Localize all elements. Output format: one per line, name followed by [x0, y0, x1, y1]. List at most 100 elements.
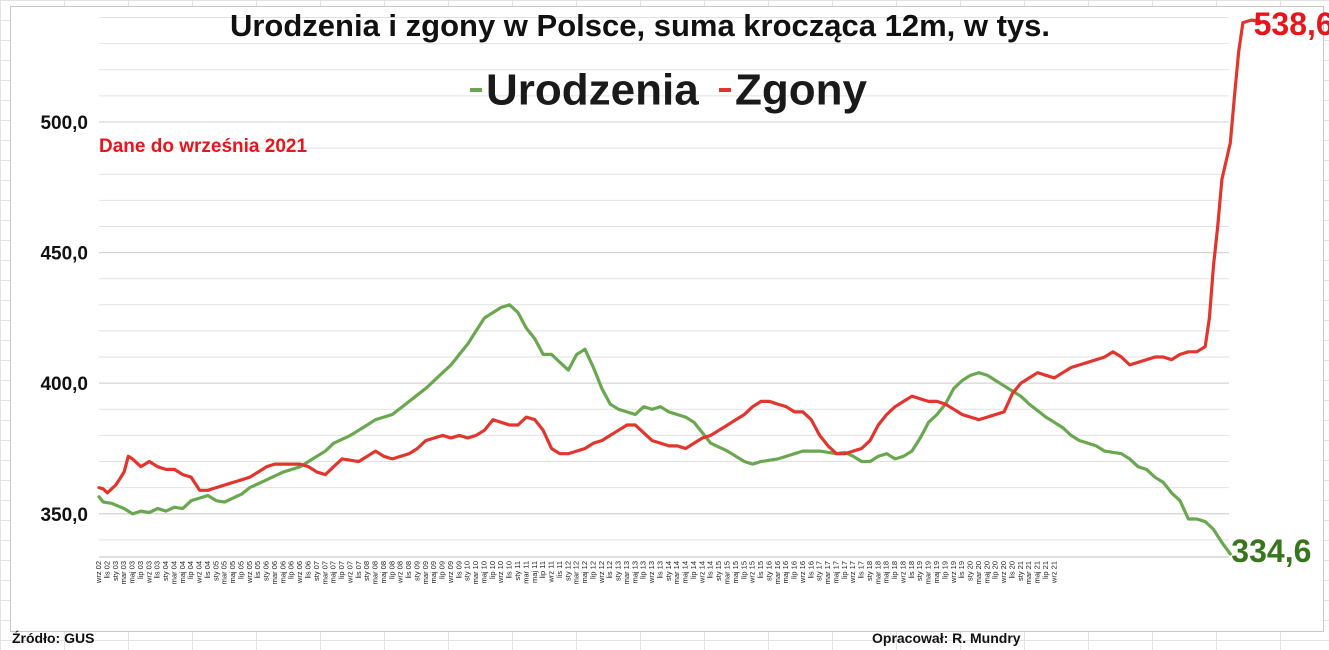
x-tick-label: mar 18 — [873, 561, 882, 584]
x-tick-label: maj 18 — [882, 561, 891, 584]
x-tick-label: mar 20 — [974, 561, 983, 584]
x-tick-label: sty 10 — [463, 561, 472, 581]
x-tick-label: maj 10 — [479, 561, 488, 584]
x-tick-label: lip 16 — [790, 561, 799, 579]
x-tick-label: wrz 09 — [446, 561, 455, 584]
x-tick-label: lip 10 — [488, 561, 497, 579]
end-value-label-zgony: 538,6 — [1254, 6, 1329, 42]
x-tick-label: wrz 15 — [748, 561, 757, 584]
x-tick-label: mar 07 — [320, 561, 329, 584]
x-tick-label: wrz 12 — [597, 561, 606, 584]
x-tick-label: wrz 02 — [94, 561, 103, 584]
x-tick-label: lis 19 — [957, 561, 966, 579]
x-tick-label: lis 15 — [756, 561, 765, 579]
x-tick-label: mar 14 — [672, 561, 681, 584]
x-tick-label: mar 06 — [270, 561, 279, 584]
x-tick-label: lip 14 — [689, 561, 698, 579]
chart-title: Urodzenia i zgony w Polsce, suma krocząc… — [229, 8, 1051, 43]
chart-frame[interactable] — [10, 6, 1324, 632]
x-tick-label: mar 05 — [220, 561, 229, 584]
x-tick-label: lis 02 — [102, 561, 111, 579]
x-tick-label: lip 12 — [588, 561, 597, 579]
x-tick-label: sty 17 — [815, 561, 824, 581]
x-tick-label: sty 05 — [211, 561, 220, 581]
series-line-urodzenia — [97, 303, 1232, 556]
x-tick-label: sty 16 — [764, 561, 773, 581]
x-tick-label: mar 03 — [119, 561, 128, 584]
x-tick-label: sty 06 — [262, 561, 271, 581]
x-tick-label: lip 04 — [186, 561, 195, 579]
x-tick-label: wrz 13 — [647, 561, 656, 584]
x-tick-label: maj 08 — [379, 561, 388, 584]
end-value-label-urodzenia: 334,6 — [1231, 533, 1311, 569]
x-tick-label: lip 18 — [890, 561, 899, 579]
series-line-zgony — [97, 18, 1262, 495]
legend-label-urodzenia: Urodzenia — [486, 65, 699, 115]
x-tick-label: lis 08 — [404, 561, 413, 579]
x-tick-label: lis 16 — [806, 561, 815, 579]
x-tick-label: sty 21 — [1016, 561, 1025, 581]
x-tick-label: lis 12 — [605, 561, 614, 579]
x-tick-label: lip 09 — [438, 561, 447, 579]
y-tick-label: 350,0 — [40, 505, 88, 526]
x-tick-label: lis 06 — [304, 561, 313, 579]
x-tick-label: mar 15 — [723, 561, 732, 584]
x-tick-label: wrz 03 — [144, 561, 153, 584]
x-tick-label: mar 16 — [773, 561, 782, 584]
x-tick-label: maj 05 — [228, 561, 237, 584]
x-tick-label: maj 20 — [982, 561, 991, 584]
legend-swatch-urodzenia — [470, 88, 483, 93]
x-tick-label: lis 07 — [354, 561, 363, 579]
x-tick-label: lis 11 — [555, 561, 564, 578]
x-tick-label: maj 06 — [278, 561, 287, 584]
y-tick-label: 400,0 — [40, 374, 88, 395]
x-tick-label: wrz 17 — [848, 561, 857, 584]
x-tick-label: sty 08 — [362, 561, 371, 581]
x-tick-label: wrz 20 — [999, 561, 1008, 584]
x-tick-label: maj 21 — [1033, 561, 1042, 584]
legend-swatch-zgony — [718, 88, 731, 93]
x-tick-label: wrz 11 — [547, 561, 556, 584]
x-tick-label: sty 18 — [865, 561, 874, 581]
x-tick-label: maj 09 — [429, 561, 438, 584]
x-tick-label: maj 15 — [731, 561, 740, 584]
x-tick-label: lip 17 — [840, 561, 849, 579]
x-tick-label: maj 14 — [681, 561, 690, 584]
x-tick-label: sty 11 — [513, 561, 522, 580]
x-tick-label: mar 21 — [1024, 561, 1033, 584]
x-tick-label: sty 04 — [161, 561, 170, 581]
x-tick-label: sty 09 — [412, 561, 421, 581]
x-tick-label: wrz 05 — [245, 561, 254, 584]
x-tick-label: lip 20 — [991, 561, 1000, 579]
x-tick-label: sty 14 — [664, 561, 673, 581]
x-tick-label: lip 05 — [236, 561, 245, 579]
x-tick-label: mar 04 — [169, 561, 178, 584]
x-tick-label: wrz 16 — [798, 561, 807, 584]
x-tick-label: lip 19 — [940, 561, 949, 579]
x-tick-label: sty 20 — [966, 561, 975, 581]
x-tick-label: mar 12 — [572, 561, 581, 584]
x-tick-label: sty 03 — [111, 561, 120, 581]
x-tick-label: wrz 10 — [496, 561, 505, 584]
x-tick-label: maj 03 — [128, 561, 137, 584]
x-tick-label: lip 08 — [387, 561, 396, 579]
x-tick-label: lis 14 — [706, 561, 715, 579]
x-tick-label: sty 07 — [312, 561, 321, 581]
x-tick-label: mar 11 — [521, 561, 530, 584]
x-tick-label: lip 07 — [337, 561, 346, 579]
x-tick-label: lis 05 — [253, 561, 262, 579]
x-tick-label: lis 18 — [907, 561, 916, 579]
x-tick-label: mar 19 — [924, 561, 933, 584]
x-tick-label: mar 13 — [622, 561, 631, 584]
x-tick-label: maj 12 — [580, 561, 589, 584]
x-tick-label: lis 09 — [454, 561, 463, 579]
x-tick-label: wrz 18 — [898, 561, 907, 584]
x-tick-label: lip 15 — [739, 561, 748, 579]
x-tick-label: maj 13 — [630, 561, 639, 584]
x-tick-label: lis 17 — [857, 561, 866, 579]
y-tick-label: 500,0 — [40, 113, 88, 134]
x-tick-label: mar 10 — [471, 561, 480, 584]
x-tick-label: lis 10 — [505, 561, 514, 579]
x-tick-label: sty 13 — [614, 561, 623, 581]
